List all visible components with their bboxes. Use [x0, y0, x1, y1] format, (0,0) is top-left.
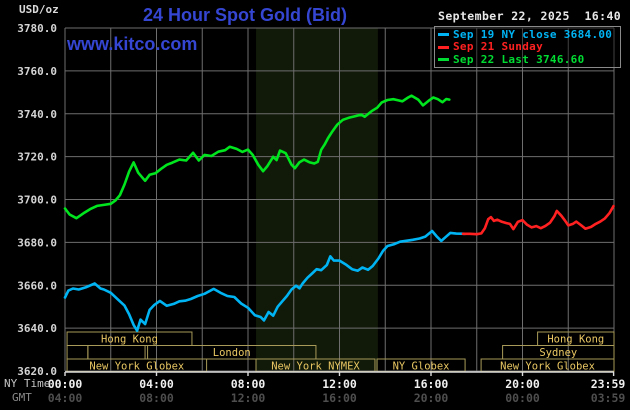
gmt-axis-label: GMT [12, 391, 32, 404]
y-tick-label: 3660.0 [17, 279, 57, 292]
legend-item-sep19: Sep 19 NY close 3684.00 [435, 27, 620, 41]
session-box-london [147, 345, 317, 360]
ny-time-axis-label: NY Time [4, 377, 51, 390]
y-tick-label: 3620.0 [17, 365, 57, 378]
price-line-sep-19-ny-close [63, 229, 467, 333]
legend-item-sep21: Sep 21 Sunday [435, 41, 620, 53]
legend-label-sep21: Sep 21 Sunday [453, 40, 543, 53]
y-tick-label: 3720.0 [17, 151, 57, 164]
legend-item-sep22: Sep 22 Last 3746.60 [435, 52, 620, 66]
gmt-tick-label: 04:00 [48, 391, 83, 405]
page-title: 24 Hour Spot Gold (Bid) [143, 5, 347, 25]
y-tick-label: 3780.0 [17, 22, 57, 35]
gmt-tick-label: 03:59 [591, 391, 626, 405]
legend: Sep 19 NY close 3684.00 Sep 21 Sunday Se… [434, 26, 621, 68]
sep22-line-swatch [438, 58, 449, 61]
gmt-tick-label: 12:00 [231, 391, 266, 405]
session-box [66, 345, 89, 360]
ny-time-tick-label: 23:59 [591, 377, 626, 391]
ny-time-tick-label: 00:00 [48, 377, 83, 391]
y-tick-label: 3740.0 [17, 108, 57, 121]
gmt-tick-label: 08:00 [139, 391, 174, 405]
session-label: New York Globex [500, 361, 595, 373]
ny-time-tick-label: 04:00 [139, 377, 174, 391]
session-box [87, 345, 146, 360]
session-label: New York Globex [89, 361, 184, 373]
ny-time-tick-label: 12:00 [322, 377, 357, 391]
sep19-line-swatch [438, 33, 449, 36]
legend-label-sep22: Sep 22 Last 3746.60 [453, 52, 585, 66]
session-label: New York NYMEX [271, 361, 360, 373]
session-label: Hong Kong [547, 334, 604, 346]
y-tick-label: 3680.0 [17, 236, 57, 249]
ny-time-tick-label: 08:00 [231, 377, 266, 391]
legend-label-sep19: Sep 19 NY close 3684.00 [453, 27, 613, 41]
gmt-tick-label: 00:00 [505, 391, 540, 405]
gmt-tick-label: 16:00 [322, 391, 357, 405]
session-label: NY Globex [393, 361, 450, 373]
unit-label: USD/oz [19, 3, 59, 16]
price-line-sep-21-sunday [461, 204, 615, 236]
session-label: London [213, 347, 251, 359]
sep21-line-swatch [438, 45, 449, 49]
ny-time-tick-label: 16:00 [414, 377, 449, 391]
ny-time-tick-label: 20:00 [505, 377, 540, 391]
gmt-tick-label: 20:00 [414, 391, 449, 405]
kitco-watermark-link[interactable]: www.kitco.com [67, 34, 198, 54]
y-tick-label: 3700.0 [17, 194, 57, 207]
y-tick-label: 3760.0 [17, 65, 57, 78]
datetime-label: September 22, 2025 16:40 [438, 9, 622, 23]
price-line-sep-22-last [63, 94, 451, 220]
session-label: Hong Kong [101, 334, 158, 346]
y-tick-label: 3640.0 [17, 322, 57, 335]
session-label: Sydney [539, 347, 577, 359]
